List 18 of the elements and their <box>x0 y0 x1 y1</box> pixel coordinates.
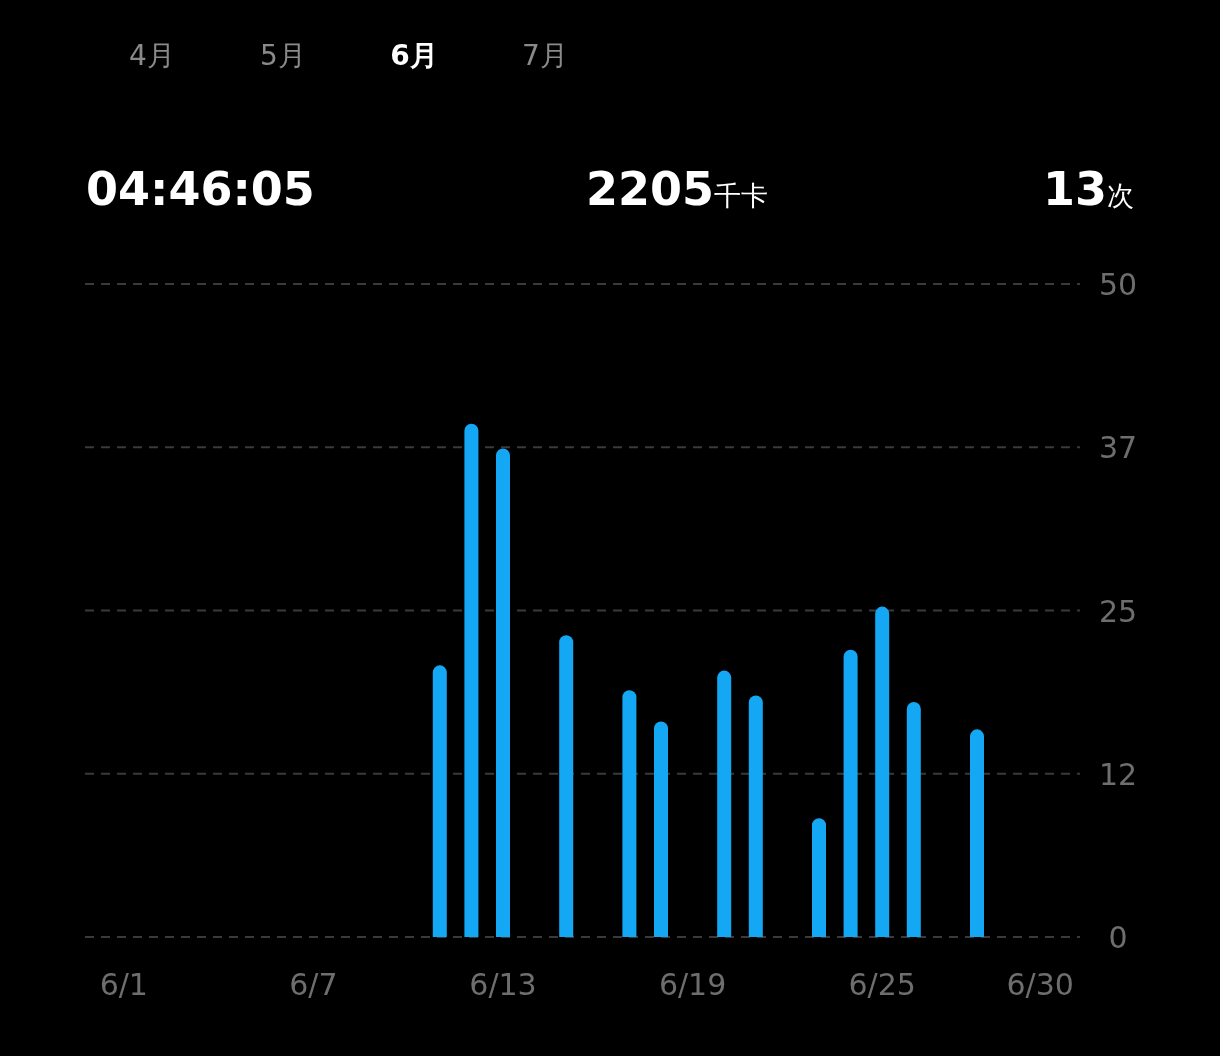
text: 5月 <box>260 39 306 72</box>
y-tick-label: 50 <box>1098 267 1138 302</box>
text: 7月 <box>522 39 568 72</box>
x-tick-label: 6/30 <box>1006 967 1074 1002</box>
x-tick-label: 6/19 <box>658 967 727 1002</box>
x-tick-label: 6/25 <box>848 967 916 1002</box>
y-tick-label: 12 <box>1098 756 1138 792</box>
text: 2205千卡 <box>585 162 769 216</box>
y-tick-label: 37 <box>1098 430 1138 466</box>
y-tick-label: 25 <box>1098 593 1138 629</box>
x-tick-label: 6/13 <box>469 967 537 1002</box>
text: 04:46:05 <box>86 162 315 216</box>
text: 4月 <box>129 39 175 72</box>
y-tick-label: 0 <box>1108 920 1128 955</box>
text: 13次 <box>1042 162 1134 216</box>
x-tick-label: 6/7 <box>289 967 338 1002</box>
x-tick-label: 6/1 <box>99 967 148 1002</box>
text: 6月 <box>390 39 438 72</box>
